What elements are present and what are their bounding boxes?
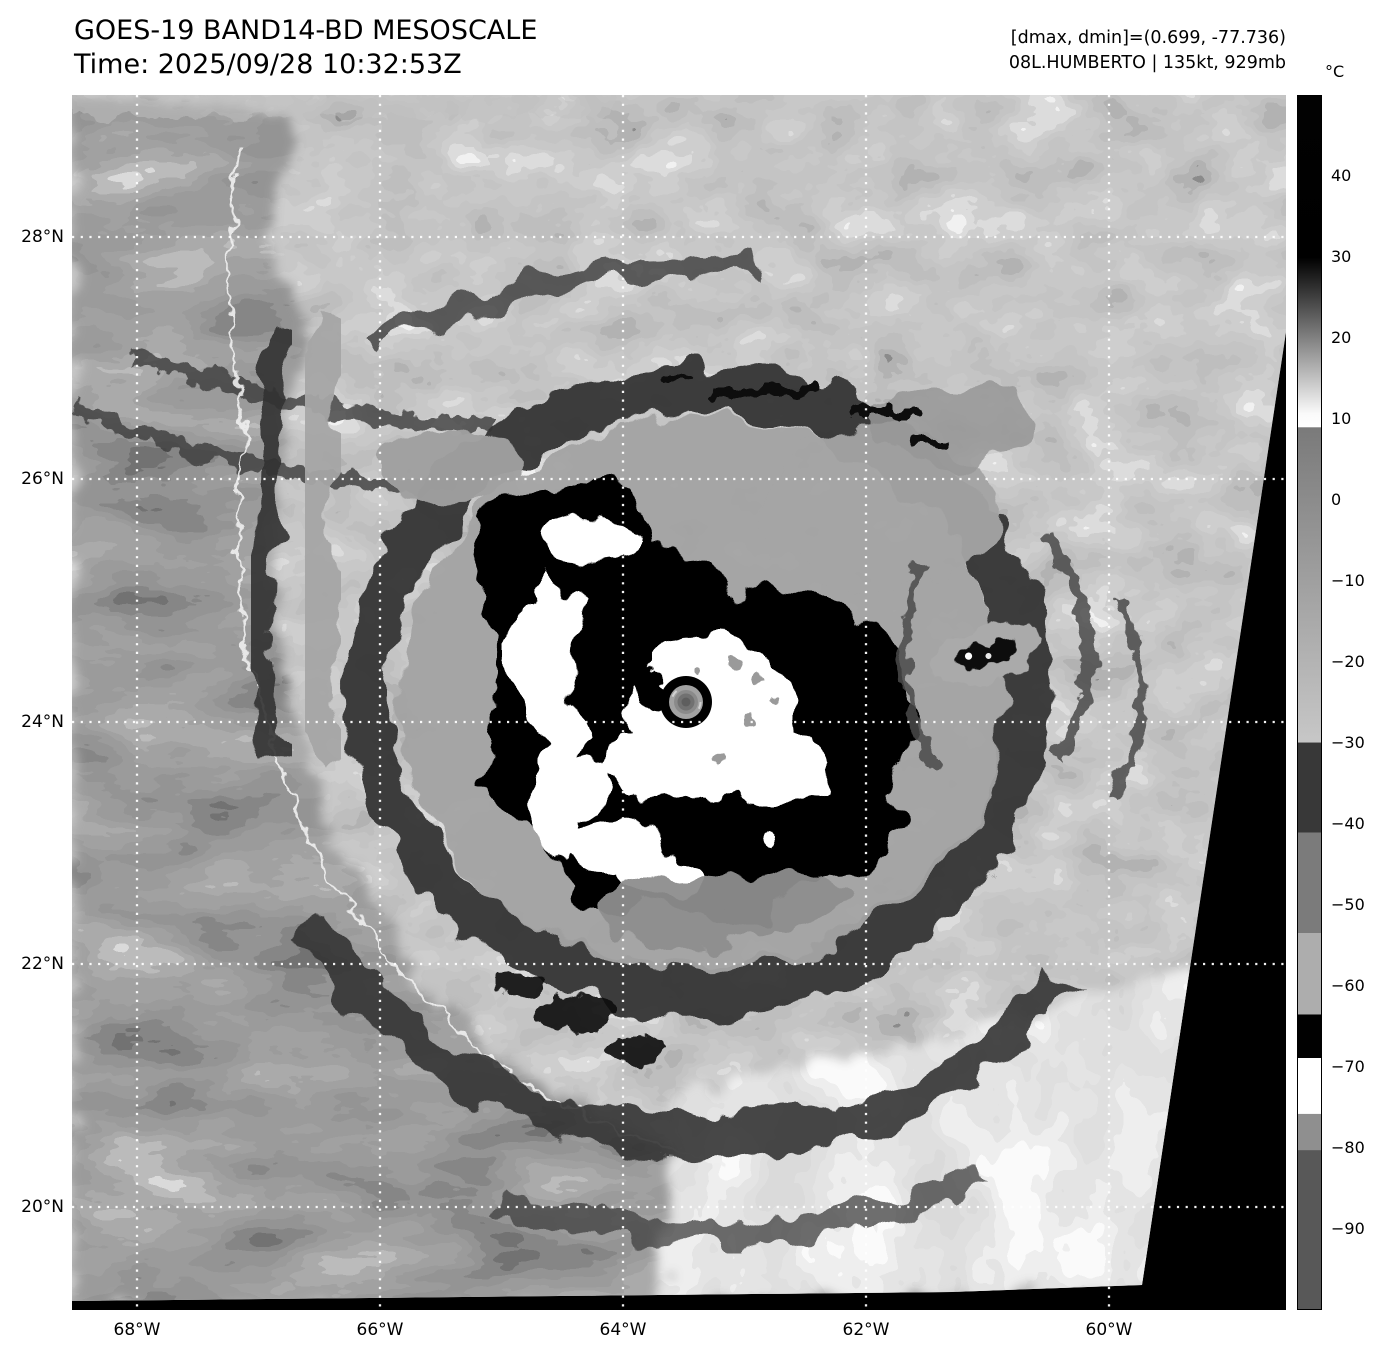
colorbar-tick-−30: −30 <box>1331 733 1365 752</box>
colorbar-tick-−90: −90 <box>1331 1219 1365 1238</box>
lon-tick-62°W: 62°W <box>842 1320 890 1340</box>
lon-tick-68°W: 68°W <box>113 1320 161 1340</box>
colorbar-tick-10: 10 <box>1331 409 1352 428</box>
west-outer-dark-band <box>245 331 297 760</box>
colorbar-tick-−60: −60 <box>1331 976 1365 995</box>
south-spiral-band <box>300 916 1074 1156</box>
lat-tick-20°N: 20°N <box>21 1197 64 1217</box>
satellite-image <box>72 95 1286 1310</box>
outer-dark-ring <box>343 366 1051 1014</box>
colorbar-tick-−70: −70 <box>1331 1057 1365 1076</box>
west-outer-light-band <box>294 317 350 770</box>
lat-tick-22°N: 22°N <box>21 954 64 974</box>
gray-speckles-east-of-eye <box>693 656 778 763</box>
temperature-colorbar <box>1297 95 1322 1310</box>
colorbar-tick-−10: −10 <box>1331 571 1365 590</box>
lon-tick-60°W: 60°W <box>1085 1320 1133 1340</box>
south-gray-intrusion <box>596 869 846 951</box>
east-dark-streaks <box>899 531 1148 798</box>
colorbar-tick-40: 40 <box>1331 166 1352 185</box>
lon-tick-64°W: 64°W <box>599 1320 647 1340</box>
colorbar-tick-0: 0 <box>1331 490 1342 509</box>
page-title: GOES-19 BAND14-BD MESOSCALE <box>74 15 538 46</box>
lat-tick-24°N: 24°N <box>21 712 64 732</box>
colorbar-tick-−40: −40 <box>1331 814 1365 833</box>
satellite-data-region <box>72 95 1286 1301</box>
map-plot-area: Copyright © 2020-2025 Dapiya <box>72 95 1286 1310</box>
title-block: GOES-19 BAND14-BD MESOSCALE Time: 2025/0… <box>74 14 537 82</box>
colorbar-tick-−20: −20 <box>1331 652 1365 671</box>
dmax-dmin-readout: [dmax, dmin]=(0.699, -77.736) <box>1010 28 1286 48</box>
south-outer-band <box>498 1160 988 1246</box>
west-cold-white-band <box>508 516 704 897</box>
colorbar-tick-−50: −50 <box>1331 895 1365 914</box>
east-mesovortex <box>931 623 1039 687</box>
ring-break-northeast <box>867 383 1037 467</box>
south-black-clumps <box>496 973 664 1064</box>
timestamp: Time: 2025/09/28 10:32:53Z <box>74 49 462 80</box>
colorbar-tick-20: 20 <box>1331 328 1352 347</box>
northwest-outer-arc <box>367 257 753 354</box>
colorbar-tick-−80: −80 <box>1331 1138 1365 1157</box>
info-block: [dmax, dmin]=(0.699, -77.736) 08L.HUMBER… <box>806 26 1286 76</box>
lon-tick-66°W: 66°W <box>356 1320 404 1340</box>
top-edge-cloud-band <box>72 95 612 117</box>
eye-center-dot <box>681 697 691 707</box>
lat-tick-26°N: 26°N <box>21 469 64 489</box>
storm-intensity-readout: 08L.HUMBERTO | 135kt, 929mb <box>1008 53 1286 73</box>
lat-tick-28°N: 28°N <box>21 227 64 247</box>
colorbar-unit-label: °C <box>1325 62 1345 81</box>
eye-highlight-arc <box>670 686 702 718</box>
hurricane-eye <box>660 676 712 728</box>
north-black-streaks <box>657 373 948 448</box>
colorbar-tick-30: 30 <box>1331 247 1352 266</box>
